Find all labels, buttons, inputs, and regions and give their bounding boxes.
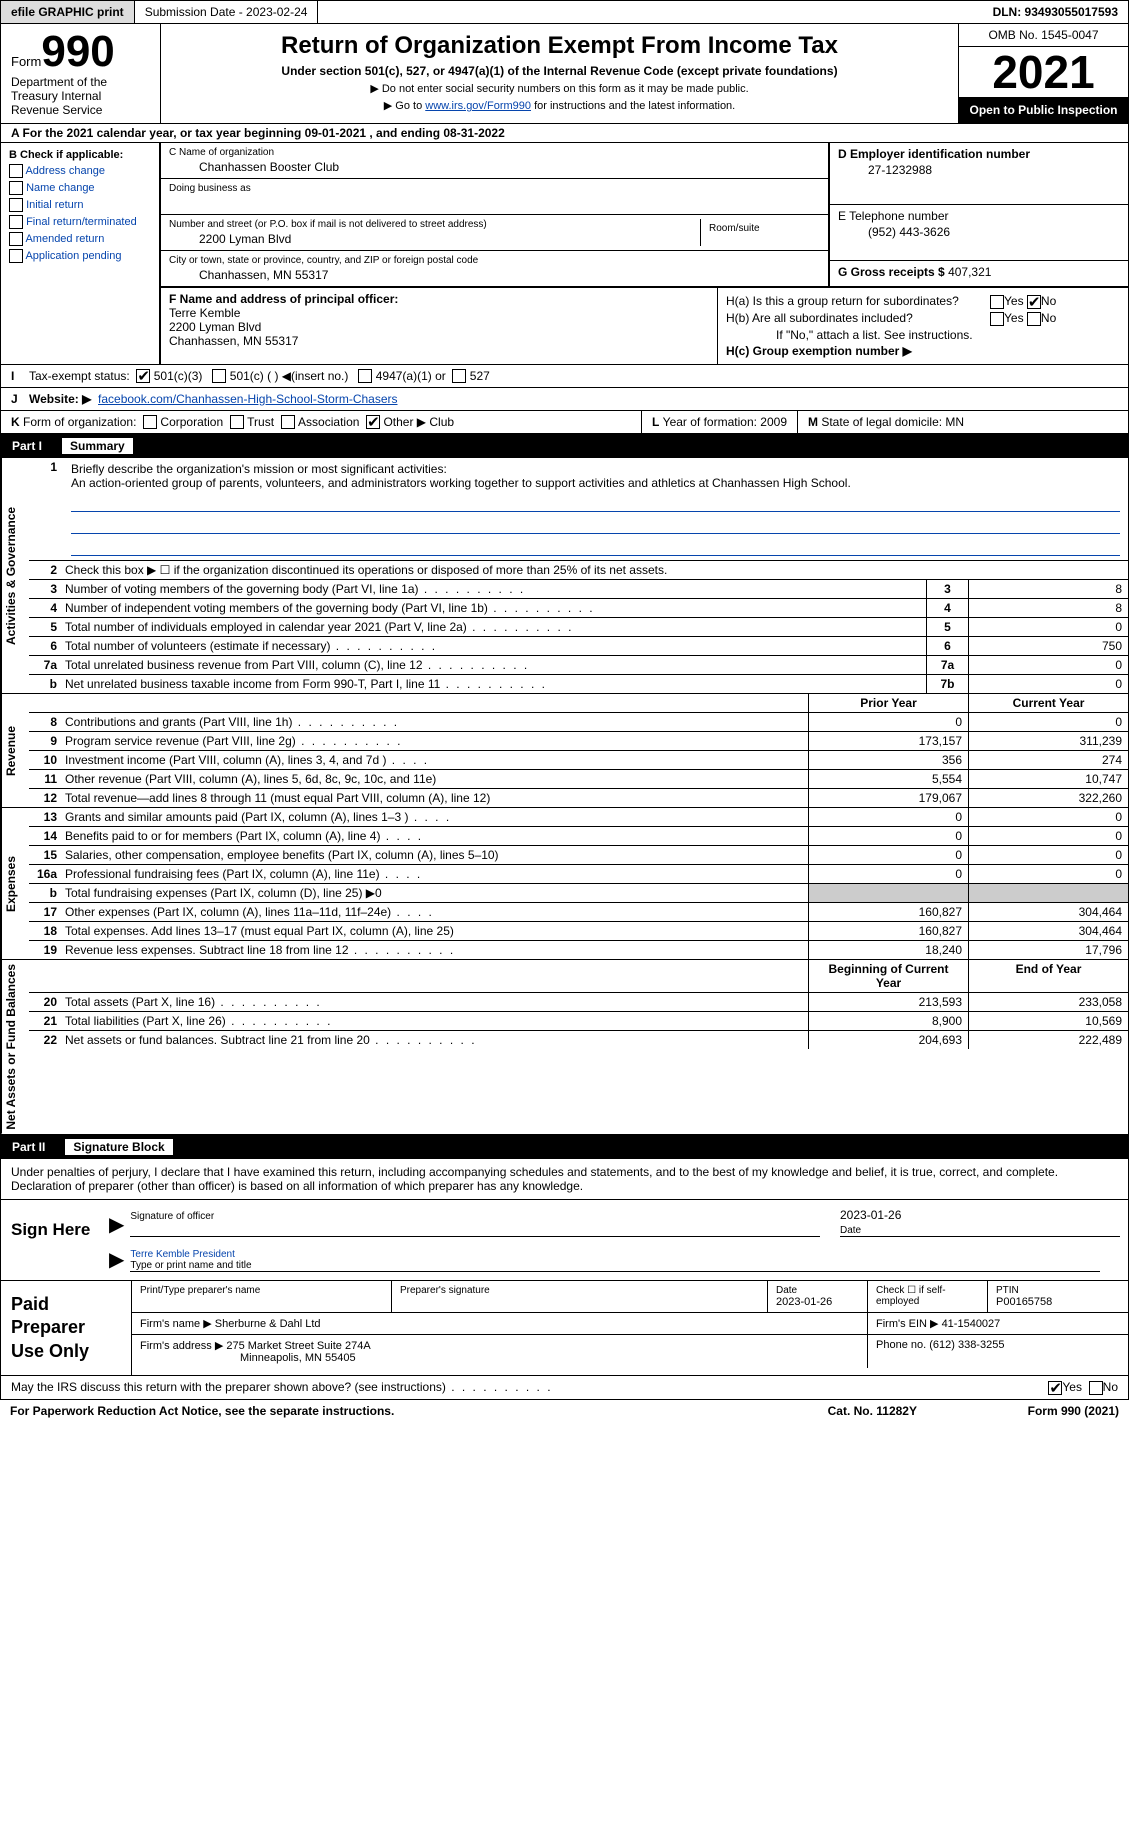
form-header: Form990 Department of the Treasury Inter… <box>0 24 1129 124</box>
ein: 27-1232988 <box>868 163 1120 177</box>
form-subtitle: Under section 501(c), 527, or 4947(a)(1)… <box>171 64 948 78</box>
city-state-zip: Chanhassen, MN 55317 <box>199 268 820 282</box>
part1-header: Part I Summary <box>0 434 1129 458</box>
paid-preparer-block: Paid Preparer Use Only Print/Type prepar… <box>0 1281 1129 1376</box>
note-ssn: ▶ Do not enter social security numbers o… <box>171 82 948 95</box>
section-f: F Name and address of principal officer:… <box>161 288 718 364</box>
officer-name: Terre Kemble <box>169 306 709 320</box>
form-version: Form 990 (2021) <box>1028 1404 1119 1418</box>
efile-print-button[interactable]: efile GRAPHIC print <box>1 1 135 23</box>
info-block: B Check if applicable: Address change Na… <box>0 143 1129 365</box>
chk-4947[interactable] <box>358 369 372 383</box>
ha-no[interactable] <box>1027 295 1041 309</box>
firm-ein: 41-1540027 <box>942 1318 1001 1330</box>
discuss-row: May the IRS discuss this return with the… <box>0 1376 1129 1400</box>
street-address: 2200 Lyman Blvd <box>199 232 700 246</box>
form-label: Form <box>11 54 41 69</box>
firm-phone: (612) 338-3255 <box>929 1339 1004 1351</box>
summary-revenue: Revenue Prior YearCurrent Year 8Contribu… <box>0 694 1129 808</box>
chk-application-pending[interactable]: Application pending <box>9 249 151 263</box>
sign-here-block: Sign Here ▶ Signature of officer 2023-01… <box>0 1200 1129 1281</box>
room-suite: Room/suite <box>700 219 820 246</box>
chk-other[interactable] <box>366 415 380 429</box>
sign-date: 2023-01-26Date <box>840 1208 1120 1237</box>
discuss-no[interactable] <box>1089 1381 1103 1395</box>
section-h: H(a) Is this a group return for subordin… <box>718 288 1128 364</box>
ein-cell: D Employer identification number 27-1232… <box>830 143 1128 205</box>
form-990: efile GRAPHIC print Submission Date - 20… <box>0 0 1129 1422</box>
submission-date: Submission Date - 2023-02-24 <box>135 1 319 23</box>
firm-address: 275 Market Street Suite 274A <box>226 1340 370 1352</box>
dept-treasury: Department of the Treasury Internal Reve… <box>11 75 150 117</box>
summary-netassets: Net Assets or Fund Balances Beginning of… <box>0 960 1129 1135</box>
irs-link[interactable]: www.irs.gov/Form990 <box>425 100 531 112</box>
hb-yes[interactable] <box>990 312 1004 326</box>
website-link[interactable]: facebook.com/Chanhassen-High-School-Stor… <box>98 392 397 406</box>
top-bar: efile GRAPHIC print Submission Date - 20… <box>0 0 1129 24</box>
triangle-icon: ▶ <box>109 1212 124 1237</box>
officer-city: Chanhassen, MN 55317 <box>169 334 709 348</box>
paid-preparer-label: Paid Preparer Use Only <box>1 1281 131 1375</box>
dba-cell: Doing business as <box>161 179 828 215</box>
city-cell: City or town, state or province, country… <box>161 251 828 286</box>
chk-assoc[interactable] <box>281 415 295 429</box>
triangle-icon: ▶ <box>109 1247 124 1272</box>
summary-expenses: Expenses 13Grants and similar amounts pa… <box>0 808 1129 960</box>
mission-text: An action-oriented group of parents, vol… <box>71 476 1120 490</box>
gross-receipts: 407,321 <box>948 265 991 279</box>
chk-527[interactable] <box>452 369 466 383</box>
form-number: 990 <box>41 27 114 76</box>
telephone: (952) 443-3626 <box>868 225 1120 239</box>
section-b: B Check if applicable: Address change Na… <box>1 143 161 364</box>
section-b-header: B Check if applicable: <box>9 149 151 161</box>
summary-activities: Activities & Governance 1 Briefly descri… <box>0 458 1129 694</box>
side-activities: Activities & Governance <box>1 458 29 693</box>
firm-name: Sherburne & Dahl Ltd <box>215 1318 321 1330</box>
row-a-tax-year: A For the 2021 calendar year, or tax yea… <box>0 124 1129 143</box>
phone-cell: E Telephone number (952) 443-3626 <box>830 205 1128 261</box>
chk-address-change[interactable]: Address change <box>9 164 151 178</box>
org-name-cell: C Name of organization Chanhassen Booste… <box>161 143 828 179</box>
dln: DLN: 93493055017593 <box>983 1 1128 23</box>
officer-addr: 2200 Lyman Blvd <box>169 320 709 334</box>
chk-501c3[interactable] <box>136 369 150 383</box>
cat-no: Cat. No. 11282Y <box>828 1404 1028 1418</box>
officer-signature[interactable]: Signature of officer <box>130 1211 820 1237</box>
chk-corp[interactable] <box>143 415 157 429</box>
address-cell: Number and street (or P.O. box if mail i… <box>161 215 828 251</box>
note-link: ▶ Go to www.irs.gov/Form990 for instruct… <box>171 99 948 112</box>
chk-name-change[interactable]: Name change <box>9 181 151 195</box>
part2-header: Part II Signature Block <box>0 1135 1129 1159</box>
tax-year: 2021 <box>959 47 1128 97</box>
sign-here-label: Sign Here <box>1 1200 101 1280</box>
side-revenue: Revenue <box>1 694 29 807</box>
officer-name-title: Terre Kemble PresidentType or print name… <box>130 1249 1100 1272</box>
footer: For Paperwork Reduction Act Notice, see … <box>0 1400 1129 1422</box>
side-netassets: Net Assets or Fund Balances <box>1 960 29 1134</box>
signature-declaration: Under penalties of perjury, I declare th… <box>0 1159 1129 1200</box>
row-j: J Website: ▶ facebook.com/Chanhassen-Hig… <box>0 388 1129 411</box>
omb-number: OMB No. 1545-0047 <box>959 24 1128 47</box>
side-expenses: Expenses <box>1 808 29 959</box>
chk-final-return[interactable]: Final return/terminated <box>9 215 151 229</box>
gross-receipts-cell: G Gross receipts $ 407,321 <box>830 261 1128 283</box>
chk-amended-return[interactable]: Amended return <box>9 232 151 246</box>
org-name: Chanhassen Booster Club <box>199 160 820 174</box>
chk-501c[interactable] <box>212 369 226 383</box>
open-inspection: Open to Public Inspection <box>959 97 1128 123</box>
chk-trust[interactable] <box>230 415 244 429</box>
chk-initial-return[interactable]: Initial return <box>9 198 151 212</box>
form-title: Return of Organization Exempt From Incom… <box>171 32 948 60</box>
paperwork-notice: For Paperwork Reduction Act Notice, see … <box>10 1404 828 1418</box>
row-klm: K Form of organization: Corporation Trus… <box>0 411 1129 435</box>
ha-yes[interactable] <box>990 295 1004 309</box>
row-i: I Tax-exempt status: 501(c)(3) 501(c) ( … <box>0 365 1129 388</box>
hb-no[interactable] <box>1027 312 1041 326</box>
discuss-yes[interactable] <box>1048 1381 1062 1395</box>
